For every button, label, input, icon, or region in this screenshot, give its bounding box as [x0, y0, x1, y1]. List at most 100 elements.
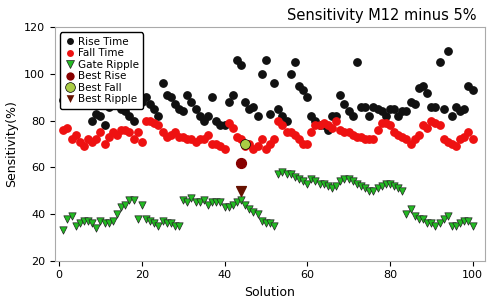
Point	[212, 142, 220, 146]
Point	[220, 205, 228, 209]
Point	[468, 88, 476, 93]
Point	[200, 118, 208, 123]
Point	[336, 128, 344, 132]
Point	[282, 130, 290, 135]
Point	[179, 109, 187, 114]
Point	[72, 223, 80, 228]
Point	[370, 104, 378, 109]
Point	[291, 174, 299, 179]
Point	[200, 137, 208, 142]
Point	[312, 179, 320, 184]
Point	[332, 118, 340, 123]
Point	[250, 209, 258, 214]
Point	[427, 118, 435, 123]
Point	[398, 109, 406, 114]
Point	[130, 137, 138, 142]
Point	[402, 211, 410, 216]
Point	[162, 135, 170, 139]
Point	[188, 195, 196, 200]
Point	[224, 99, 232, 104]
Point	[100, 123, 108, 128]
Point	[336, 92, 344, 97]
Point	[158, 81, 166, 86]
Point	[171, 130, 179, 135]
Point	[340, 102, 348, 107]
Point	[270, 81, 278, 86]
Point	[348, 114, 356, 118]
Point	[204, 202, 212, 207]
Point	[357, 135, 365, 139]
Point	[192, 200, 200, 205]
Point	[250, 104, 258, 109]
Point	[229, 202, 237, 207]
Point	[212, 118, 220, 123]
Point	[254, 211, 262, 216]
Point	[184, 200, 192, 205]
Point	[365, 114, 373, 118]
Point	[353, 60, 361, 65]
Point	[88, 221, 96, 226]
Point	[254, 144, 262, 149]
Point	[250, 146, 258, 151]
Point	[109, 130, 117, 135]
Point	[241, 99, 249, 104]
Point	[415, 85, 423, 90]
Point	[336, 179, 344, 184]
Point	[96, 114, 104, 118]
Point	[370, 137, 378, 142]
Point	[134, 216, 141, 221]
Point	[456, 221, 464, 226]
Y-axis label: Sensitivity(%): Sensitivity(%)	[6, 101, 18, 187]
Point	[233, 58, 241, 62]
Point	[423, 221, 431, 226]
Point	[68, 137, 76, 142]
Point	[448, 114, 456, 118]
Point	[134, 78, 141, 83]
Point	[237, 198, 245, 202]
Point	[68, 214, 76, 219]
Point	[216, 144, 224, 149]
Point	[386, 106, 394, 111]
Point	[109, 218, 117, 223]
Point	[80, 90, 88, 95]
Point	[130, 198, 138, 202]
Point	[88, 118, 96, 123]
Point	[398, 188, 406, 193]
Point	[64, 125, 72, 130]
Point	[246, 106, 254, 111]
Point	[308, 114, 316, 118]
Point	[220, 123, 228, 128]
Point	[146, 102, 154, 107]
Point	[316, 123, 324, 128]
Point	[316, 181, 324, 186]
Point	[100, 142, 108, 146]
Point	[84, 99, 92, 104]
Point	[374, 106, 382, 111]
Point	[274, 172, 282, 177]
X-axis label: Solution: Solution	[244, 286, 296, 299]
Point	[146, 118, 154, 123]
Point	[444, 139, 452, 144]
Point	[146, 218, 154, 223]
Point	[286, 130, 294, 135]
Point	[344, 176, 352, 181]
Point	[460, 135, 468, 139]
Point	[92, 225, 100, 230]
Point	[154, 123, 162, 128]
Point	[415, 216, 423, 221]
Point	[374, 186, 382, 191]
Point	[382, 181, 390, 186]
Point	[390, 106, 398, 111]
Point	[154, 114, 162, 118]
Point	[150, 121, 158, 125]
Point	[274, 118, 282, 123]
Point	[378, 184, 386, 188]
Point	[142, 216, 150, 221]
Point	[361, 104, 369, 109]
Point	[365, 188, 373, 193]
Point	[188, 137, 196, 142]
Point	[353, 135, 361, 139]
Point	[142, 118, 150, 123]
Point	[295, 83, 303, 88]
Point	[229, 125, 237, 130]
